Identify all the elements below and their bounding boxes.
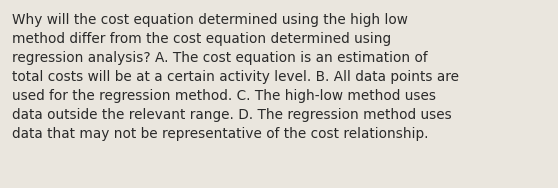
Text: Why will the cost equation determined using the high low
method differ from the : Why will the cost equation determined us… bbox=[12, 13, 459, 141]
